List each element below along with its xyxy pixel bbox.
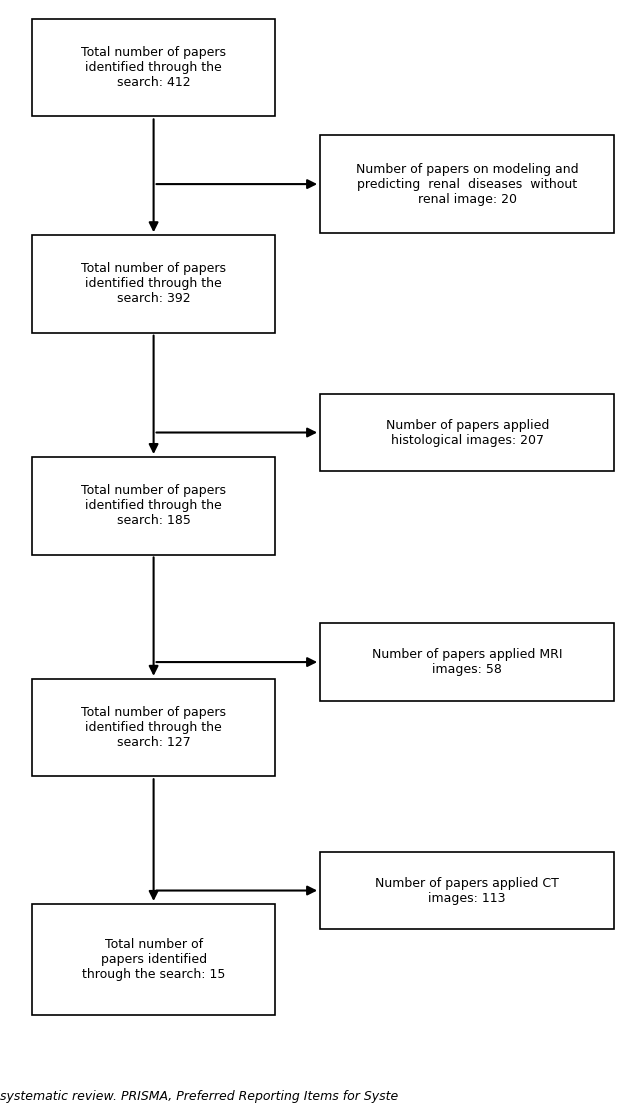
FancyBboxPatch shape xyxy=(320,135,614,233)
Text: Total number of papers
identified through the
search: 127: Total number of papers identified throug… xyxy=(81,706,226,749)
Text: Total number of
papers identified
through the search: 15: Total number of papers identified throug… xyxy=(82,938,225,980)
FancyBboxPatch shape xyxy=(320,394,614,471)
Text: Number of papers applied
histological images: 207: Number of papers applied histological im… xyxy=(385,418,549,447)
Text: Total number of papers
identified through the
search: 185: Total number of papers identified throug… xyxy=(81,485,226,527)
Text: Total number of papers
identified through the
search: 412: Total number of papers identified throug… xyxy=(81,47,226,89)
FancyBboxPatch shape xyxy=(32,679,275,776)
Text: Number of papers applied CT
images: 113: Number of papers applied CT images: 113 xyxy=(375,876,559,905)
FancyBboxPatch shape xyxy=(32,235,275,333)
FancyBboxPatch shape xyxy=(320,852,614,929)
Text: Total number of papers
identified through the
search: 392: Total number of papers identified throug… xyxy=(81,263,226,305)
FancyBboxPatch shape xyxy=(32,19,275,116)
FancyBboxPatch shape xyxy=(32,457,275,554)
Text: Number of papers applied MRI
images: 58: Number of papers applied MRI images: 58 xyxy=(372,648,563,676)
Text: systematic review. PRISMA, Preferred Reporting Items for Syste: systematic review. PRISMA, Preferred Rep… xyxy=(0,1090,398,1103)
FancyBboxPatch shape xyxy=(32,904,275,1015)
Text: Number of papers on modeling and
predicting  renal  diseases  without
renal imag: Number of papers on modeling and predict… xyxy=(356,163,579,205)
FancyBboxPatch shape xyxy=(320,623,614,701)
